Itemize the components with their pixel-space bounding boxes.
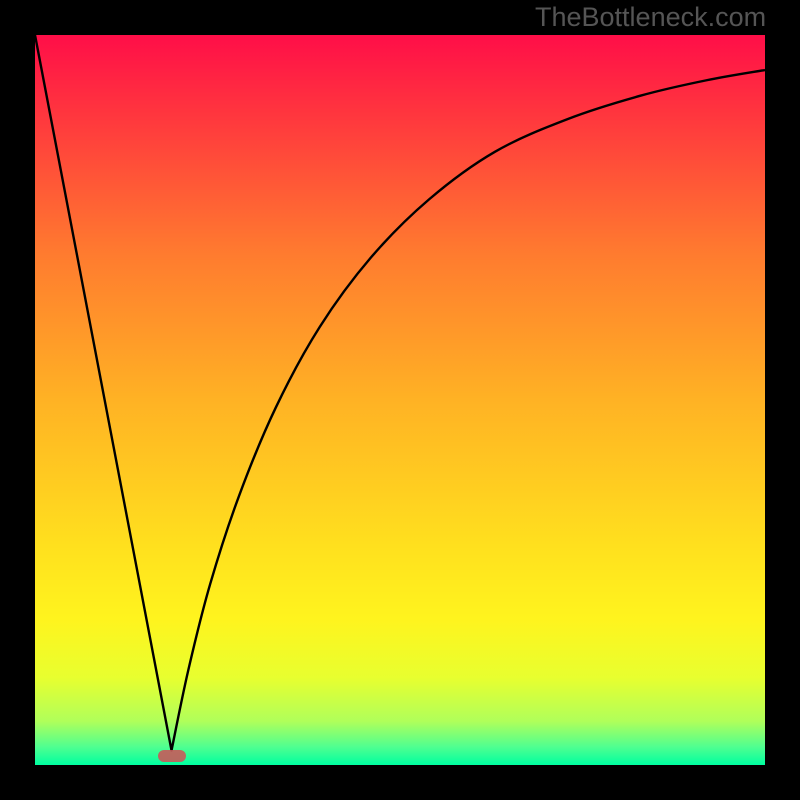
dip-marker [158, 750, 186, 762]
watermark-text: TheBottleneck.com [535, 2, 766, 33]
curve-path [35, 35, 765, 750]
curve-layer [35, 35, 765, 765]
chart-canvas: TheBottleneck.com [0, 0, 800, 800]
plot-area [35, 35, 765, 765]
